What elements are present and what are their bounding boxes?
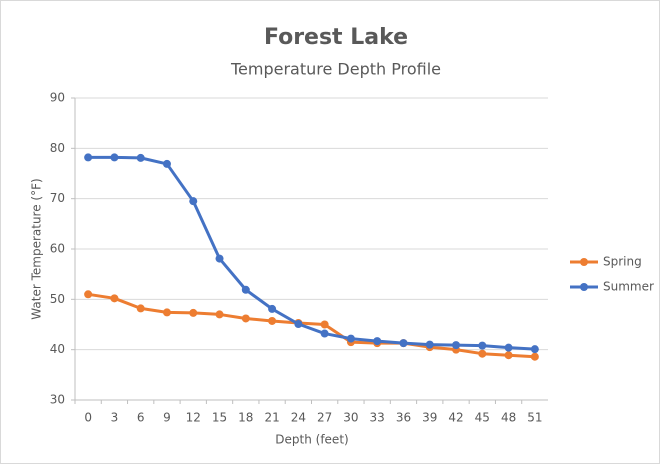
x-tick-label: 9 (163, 411, 171, 425)
data-point (84, 290, 93, 299)
legend-label: Spring (603, 255, 642, 269)
data-point (478, 341, 487, 350)
legend-marker (580, 283, 588, 291)
x-tick-label: 48 (501, 411, 516, 425)
y-axis-label: Water Temperature (°F) (30, 178, 44, 319)
data-point (294, 319, 303, 328)
x-tick-label: 39 (422, 411, 437, 425)
data-point (84, 153, 93, 162)
y-tick-label: 40 (50, 342, 65, 356)
chart-subtitle: Temperature Depth Profile (230, 60, 441, 79)
x-tick-label: 33 (370, 411, 385, 425)
data-point (320, 320, 329, 329)
x-tick-label: 42 (448, 411, 463, 425)
series-line (87, 292, 535, 359)
data-point (373, 337, 382, 346)
data-point (241, 314, 250, 323)
data-point (215, 310, 224, 319)
x-tick-label: 6 (137, 411, 145, 425)
data-point (268, 316, 277, 325)
data-point (110, 153, 119, 162)
data-point (241, 285, 250, 294)
x-axis-label: Depth (feet) (275, 433, 348, 447)
data-point (504, 351, 513, 360)
y-tick-label: 70 (50, 191, 65, 205)
x-tick-label: 15 (212, 411, 227, 425)
y-tick-label: 80 (50, 141, 65, 155)
data-point (136, 153, 145, 162)
x-tick-label: 51 (527, 411, 542, 425)
x-tick-label: 0 (84, 411, 92, 425)
data-point (399, 339, 408, 348)
data-point (110, 294, 119, 303)
data-point (530, 352, 539, 361)
x-tick-label: 24 (291, 411, 306, 425)
x-tick-label: 36 (396, 411, 411, 425)
data-point (189, 197, 198, 206)
data-point (162, 308, 171, 317)
y-tick-label: 50 (50, 292, 65, 306)
data-point (268, 304, 277, 313)
data-point (136, 304, 145, 313)
y-tick-label: 90 (50, 91, 65, 105)
x-tick-label: 27 (317, 411, 332, 425)
data-point (425, 340, 434, 349)
y-tick-label: 30 (50, 393, 65, 407)
data-point (346, 334, 355, 343)
x-tick-label: 18 (238, 411, 253, 425)
x-tick-label: 45 (475, 411, 490, 425)
data-point (530, 345, 539, 354)
data-point (162, 159, 171, 168)
chart-title: Forest Lake (264, 25, 408, 50)
data-point (189, 308, 198, 317)
data-point (452, 341, 461, 350)
data-point (215, 254, 224, 263)
legend-label: Summer (603, 280, 654, 294)
data-point (320, 329, 329, 338)
x-tick-label: 30 (343, 411, 358, 425)
series-line (88, 155, 535, 351)
x-tick-label: 12 (186, 411, 201, 425)
x-tick-label: 3 (111, 411, 119, 425)
data-point (504, 343, 513, 352)
data-point (478, 349, 487, 358)
x-tick-label: 21 (264, 411, 279, 425)
legend-marker (580, 258, 588, 266)
y-tick-label: 60 (50, 242, 65, 256)
